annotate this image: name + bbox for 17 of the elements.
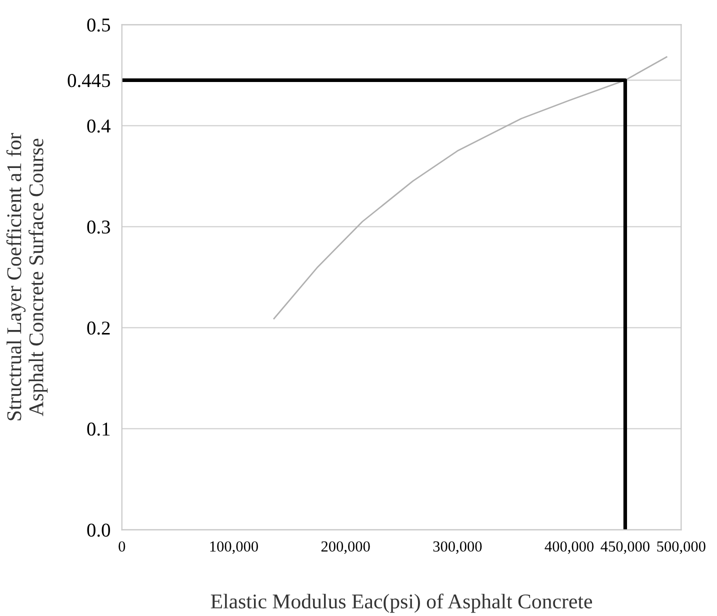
y-tick-label: 0.0 [87,524,110,537]
y-tick-label: 0.1 [87,422,110,436]
line-series [273,56,668,320]
x-tick-label: 100,000 [210,541,258,554]
x-tick-label: 300,000 [433,541,482,554]
y-tick-label: 0.2 [87,322,110,335]
y-axis-title: Structrual Layer Coefficient a1 for Asphalt Concrete Surface Course [6,132,48,420]
y-tick-label: 0.5 [87,18,110,32]
y-tick-label: 0.3 [87,220,110,234]
x-axis-title: Elastic Modulus Eac(psi) of Asphalt Concrete [210,594,592,613]
x-tick-label: 500,000 [657,541,706,554]
x-tick-label: 450,000 [600,541,650,554]
y-tick-label: 0.4 [87,119,110,133]
x-tick-label: 200,000 [321,541,370,554]
x-tick-label: 0 [118,541,126,552]
y-tick-label: 0.445 [68,74,110,88]
x-tick-label: 400,000 [544,541,594,554]
